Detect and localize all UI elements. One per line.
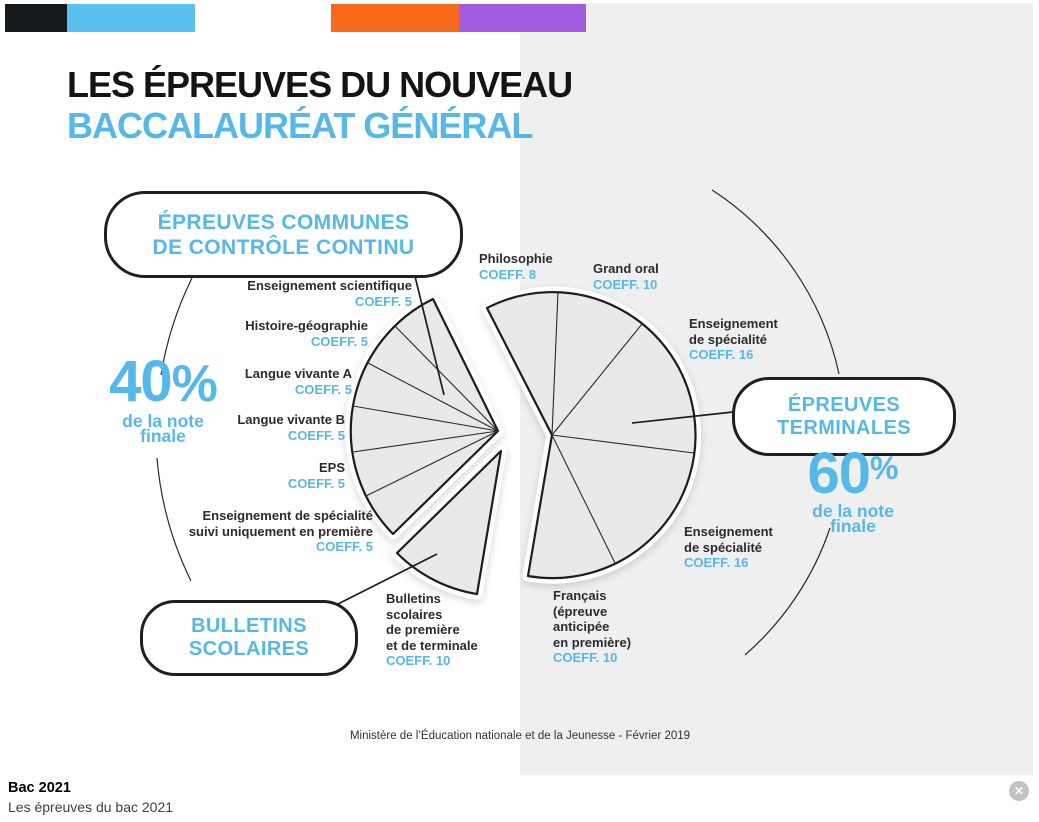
label-specialite-bas: Enseignement de spécialité COEFF. 16 (684, 524, 773, 570)
label-grand-oral: Grand oral COEFF. 10 (593, 261, 659, 292)
label-francais: Français (épreuve anticipée en première)… (553, 588, 632, 665)
label-langue-vivante-b: Langue vivante B COEFF. 5 (237, 412, 345, 443)
bubble-epreuves-communes: ÉPREUVES COMMUNES DE CONTRÔLE CONTINU (104, 191, 463, 278)
label-histoire-geographie: Histoire-géographie COEFF. 5 (245, 318, 368, 349)
label-specialite-premiere: Enseignement de spécialité suivi uniquem… (188, 508, 373, 554)
bubble-communes-line1: ÉPREUVES COMMUNES (157, 210, 410, 234)
bubble-bulletins-scolaires: BULLETINS SCOLAIRES (140, 600, 358, 676)
brand-stripe-purple (459, 4, 586, 32)
percent-40-sub1: de la note (122, 411, 204, 431)
wedge-bulletins-scolaires (395, 449, 503, 596)
percent-40-value: 40% (109, 349, 218, 414)
bubble-epreuves-terminales: ÉPREUVES TERMINALES (732, 377, 956, 456)
label-specialite-haut: Enseignement de spécialité COEFF. 16 (689, 316, 778, 362)
percent-40-block: 40% de la note finale (95, 349, 231, 446)
viewer-subtitle: Les épreuves du bac 2021 (8, 799, 174, 815)
coeff-badge: COEFF. 5 (354, 293, 412, 309)
percent-60-block: 60% de la note finale (785, 438, 921, 536)
label-eps: EPS COEFF. 5 (287, 460, 345, 491)
label-philosophie: Philosophie COEFF. 8 (479, 251, 553, 282)
coeff-badge: COEFF. 16 (684, 555, 749, 570)
coeff-badge: COEFF. 5 (287, 427, 345, 443)
close-icon[interactable]: ✕ (1009, 781, 1029, 801)
coeff-badge: COEFF. 16 (689, 347, 754, 362)
label-bulletins-detail: Bulletins scolaires de première et de te… (386, 591, 478, 668)
label-enseignement-scientifique: Enseignement scientifique COEFF. 5 (247, 278, 412, 309)
page-title-line2: BACCALAURÉAT GÉNÉRAL (67, 105, 533, 146)
label-langue-vivante-a: Langue vivante A COEFF. 5 (244, 366, 352, 397)
percent-60-sub1: de la note (812, 501, 894, 521)
coeff-badge: COEFF. 8 (479, 266, 537, 282)
coeff-badge: COEFF. 10 (593, 276, 658, 292)
left-arc-lower (156, 457, 192, 582)
brand-stripe-orange (331, 4, 459, 32)
brand-stripe-black (5, 4, 67, 32)
coeff-badge: COEFF. 5 (315, 539, 373, 554)
bubble-terminales-line1: ÉPREUVES (787, 393, 901, 416)
percent-40-sub2: finale (140, 426, 186, 446)
bubble-bulletins-line2: SCOLAIRES (188, 638, 310, 660)
percent-60-sub2: finale (830, 516, 876, 536)
coeff-badge: COEFF. 5 (310, 333, 368, 349)
ministry-credit: Ministère de l’Éducation nationale et de… (349, 730, 691, 742)
coeff-badge: COEFF. 10 (553, 650, 618, 665)
bubble-communes-line2: DE CONTRÔLE CONTINU (152, 235, 415, 259)
leader-communes (411, 263, 445, 396)
coeff-badge: COEFF. 10 (386, 653, 451, 668)
bubble-terminales-line2: TERMINALES (777, 416, 911, 439)
fan-continuous-assessment (349, 297, 500, 536)
bubble-bulletins-line1: BULLETINS (191, 615, 307, 637)
brand-stripe-blue (67, 4, 195, 32)
viewer-bottom-bar: Bac 2021 Les épreuves du bac 2021 ✕ (0, 775, 1039, 822)
coeff-badge: COEFF. 5 (294, 381, 352, 397)
page-title-line1: LES ÉPREUVES DU NOUVEAU (67, 64, 573, 105)
percent-60-value: 60% (807, 441, 899, 506)
viewer-title: Bac 2021 (8, 780, 71, 796)
coeff-badge: COEFF. 5 (287, 475, 345, 491)
